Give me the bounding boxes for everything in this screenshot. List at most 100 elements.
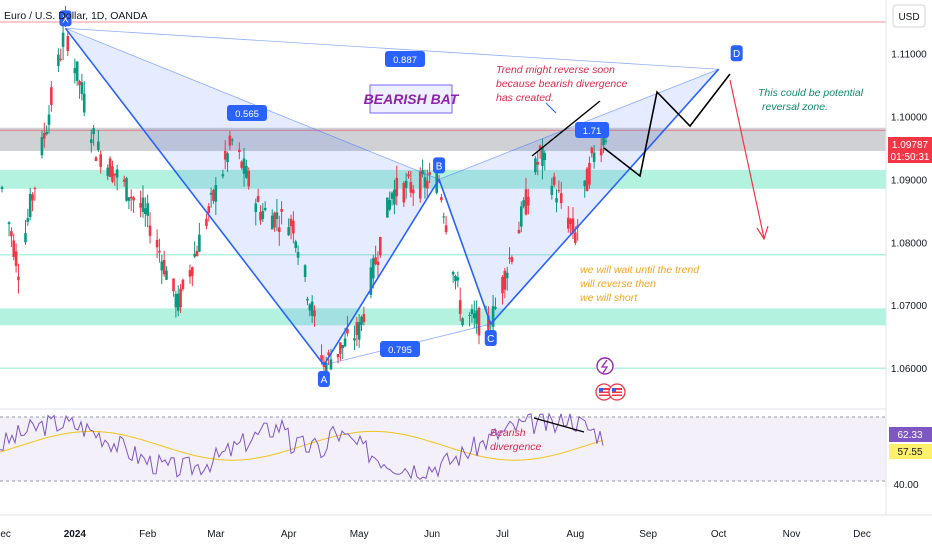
price-axis-ticks: 1.11000 1.10000 1.09000 1.08000 1.07000 1.060… xyxy=(891,49,928,375)
candle xyxy=(510,255,514,265)
ratio-label-text-3: 1.71 xyxy=(583,126,602,137)
short-arrow[interactable] xyxy=(729,79,765,239)
harmonic-pattern-lines[interactable] xyxy=(64,27,720,366)
candle xyxy=(477,306,481,345)
candle xyxy=(519,201,523,233)
candle xyxy=(536,150,540,176)
candle xyxy=(188,264,192,284)
candle xyxy=(97,129,100,152)
us-flag-event-icon[interactable] xyxy=(595,383,613,401)
candle xyxy=(176,285,180,317)
rsi-tick-40: 40.00 xyxy=(893,480,918,491)
candle xyxy=(503,267,507,299)
point-label-c[interactable]: C xyxy=(484,330,497,347)
candle xyxy=(592,145,596,169)
zone-resistance-0[interactable] xyxy=(0,127,886,152)
candle xyxy=(494,297,497,311)
candle xyxy=(195,245,199,257)
candle xyxy=(353,325,356,351)
candle xyxy=(7,221,11,237)
zone-support-1[interactable] xyxy=(0,169,886,189)
reversal-zone-note-line2: reversal zone. xyxy=(762,101,828,113)
candle xyxy=(245,159,248,179)
candle xyxy=(310,295,314,323)
candle xyxy=(80,74,84,101)
candle xyxy=(129,189,133,212)
candle xyxy=(221,169,225,179)
candle xyxy=(275,198,279,232)
ratio-label-2[interactable]: 0.795 xyxy=(380,341,420,357)
point-label-x[interactable]: X xyxy=(59,10,72,27)
ratio-label-0[interactable]: 0.887 xyxy=(385,51,425,67)
wait-note-line2: will reverse then xyxy=(580,278,656,290)
candle xyxy=(165,266,168,281)
lightning-icon[interactable] xyxy=(596,357,614,375)
symbol-title: Euro / U.S. Dollar, 1D, OANDA xyxy=(4,10,148,22)
wait-note-line3: we will short xyxy=(580,292,638,304)
ratio-line-xb[interactable] xyxy=(65,27,440,180)
candle xyxy=(209,187,213,208)
candle xyxy=(263,201,267,212)
candle xyxy=(106,164,110,181)
candle xyxy=(571,207,575,240)
reversal-zone-note-bg xyxy=(754,82,856,114)
candle xyxy=(409,170,413,198)
rsi-value-tag xyxy=(889,427,932,442)
leg-cd[interactable] xyxy=(490,68,720,325)
ratio-line-xd[interactable] xyxy=(65,27,719,70)
candle xyxy=(280,201,283,225)
candle xyxy=(505,266,509,291)
candle xyxy=(226,151,229,172)
leg-ab[interactable] xyxy=(323,178,440,366)
ratio-label-3[interactable]: 1.71 xyxy=(575,122,609,138)
price-tick: 1.07000 xyxy=(891,301,928,312)
candle xyxy=(472,300,476,329)
short-arrow-head xyxy=(756,225,769,241)
divergence-price-line[interactable] xyxy=(531,100,601,157)
zones xyxy=(0,127,886,326)
candle xyxy=(24,219,27,245)
candle xyxy=(66,31,70,56)
candle xyxy=(440,193,443,203)
horizontal-levels xyxy=(0,21,886,369)
leg-bc[interactable] xyxy=(438,179,492,325)
candle xyxy=(228,130,232,151)
ratio-label-text-1: 0.565 xyxy=(235,109,259,120)
candle xyxy=(61,20,65,61)
time-axis[interactable] xyxy=(0,515,886,550)
pattern-name-box[interactable] xyxy=(369,84,453,114)
price-tick: 1.08000 xyxy=(891,238,928,249)
us-flag-event-icon-2[interactable] xyxy=(608,383,626,401)
point-label-a[interactable]: A xyxy=(317,370,330,387)
currency-button[interactable] xyxy=(892,4,926,28)
time-tick: Dec xyxy=(853,529,871,540)
rsi-divergence-line[interactable] xyxy=(533,417,585,433)
candle xyxy=(139,190,142,218)
rsi-pane[interactable] xyxy=(0,412,604,480)
price-axis[interactable] xyxy=(886,0,932,550)
candle xyxy=(179,283,182,313)
ratio-label-1[interactable]: 0.565 xyxy=(227,105,267,121)
candle xyxy=(369,258,373,299)
candle xyxy=(583,180,587,198)
candle xyxy=(534,156,537,175)
candle xyxy=(247,167,251,190)
point-label-d[interactable]: D xyxy=(730,45,743,62)
bearish-divergence-line2: divergence xyxy=(490,441,542,453)
candle xyxy=(0,185,4,193)
candle xyxy=(588,156,591,189)
price-tick: 1.06000 xyxy=(891,364,928,375)
candle xyxy=(355,316,359,347)
point-label-b[interactable]: B xyxy=(433,157,446,174)
candle xyxy=(40,130,44,159)
ratio-labels: 0.887 0.565 0.795 1.71 xyxy=(227,51,609,357)
zone-support-2[interactable] xyxy=(0,308,886,326)
candle xyxy=(45,125,48,136)
projection-path[interactable] xyxy=(603,73,731,178)
candle xyxy=(111,160,114,184)
pattern-name-label: BEARISH BAT xyxy=(364,91,460,107)
leg-xa[interactable] xyxy=(64,27,325,366)
last-price-label: 1.09787 xyxy=(892,140,929,151)
candle xyxy=(444,215,448,235)
